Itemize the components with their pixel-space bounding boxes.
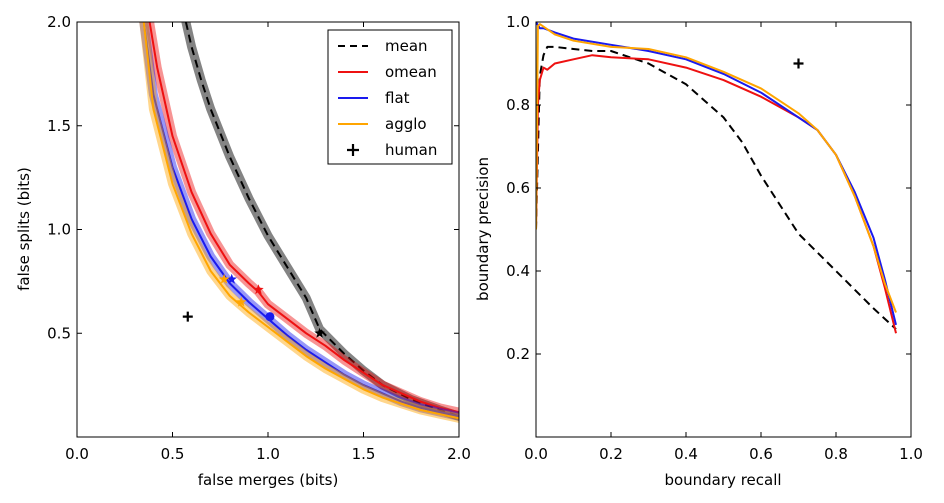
right-xtick-label: 0.8: [824, 445, 848, 463]
left-ytick-label: 2.0: [47, 13, 71, 31]
left-marker-mean-star: [314, 327, 325, 338]
right-marker-human-plus: [793, 58, 804, 69]
right-ytick-label: 0.2: [506, 345, 530, 363]
left-xtick-label: 0.0: [65, 445, 89, 463]
legend-label-flat: flat: [385, 89, 410, 107]
right-plot: 0.0 0.2 0.4 0.6 0.8 1.0 0.2 0.4 0.6 0.8 1.0 bounda…: [474, 13, 923, 489]
right-ylabel: boundary precision: [474, 157, 492, 301]
left-ytick-label: 0.5: [47, 324, 71, 342]
right-ytick-label: 0.8: [506, 96, 530, 114]
legend: mean omean flat agglo human: [327, 29, 453, 165]
right-xtick-label: 0.2: [599, 445, 623, 463]
right-line-mean: [536, 45, 897, 330]
right-plot-frame: [535, 21, 912, 438]
legend-label-omean: omean: [385, 63, 437, 81]
legend-label-human: human: [385, 141, 437, 159]
right-ytick-label: 1.0: [506, 13, 530, 31]
left-ylabel: false splits (bits): [15, 167, 33, 291]
left-xtick-label: 1.5: [352, 445, 376, 463]
right-xtick-label: 0.4: [674, 445, 698, 463]
right-line-agglo: [536, 23, 897, 313]
left-marker-agglo-star: [218, 273, 230, 284]
left-xtick-label: 0.5: [161, 445, 185, 463]
left-marker-human-plus: [182, 311, 193, 322]
right-xlabel: boundary recall: [664, 471, 781, 489]
left-ytick-label: 1.0: [47, 221, 71, 239]
right-xtick-label: 1.0: [899, 445, 923, 463]
left-line-omean: [148, 22, 459, 414]
right-xtick-label: 0.0: [524, 445, 548, 463]
legend-swatch-human: [347, 144, 359, 156]
left-marker-flat-circle: [265, 312, 275, 322]
left-xtick-label: 2.0: [447, 445, 471, 463]
left-xtick-label: 1.0: [256, 445, 280, 463]
left-marker-agglo-star: [236, 296, 247, 307]
left-ytick-label: 1.5: [47, 117, 71, 135]
right-ytick-label: 0.4: [506, 262, 530, 280]
legend-label-agglo: agglo: [385, 115, 427, 133]
left-line-agglo: [142, 22, 459, 420]
left-marker-omean-star: [253, 284, 264, 295]
right-line-flat: [536, 22, 897, 326]
right-line-omean: [536, 54, 897, 334]
right-ytick-label: 0.6: [506, 179, 530, 197]
left-marker-flat-star: [226, 273, 237, 284]
legend-label-mean: mean: [385, 37, 428, 55]
right-xtick-label: 0.6: [749, 445, 773, 463]
left-line-flat: [142, 22, 459, 418]
left-xlabel: false merges (bits): [198, 471, 339, 489]
left-plot: 0.0 0.5 1.0 1.5 2.0 0.5 1.0 1.5 2.0 false merges…: [15, 13, 471, 489]
